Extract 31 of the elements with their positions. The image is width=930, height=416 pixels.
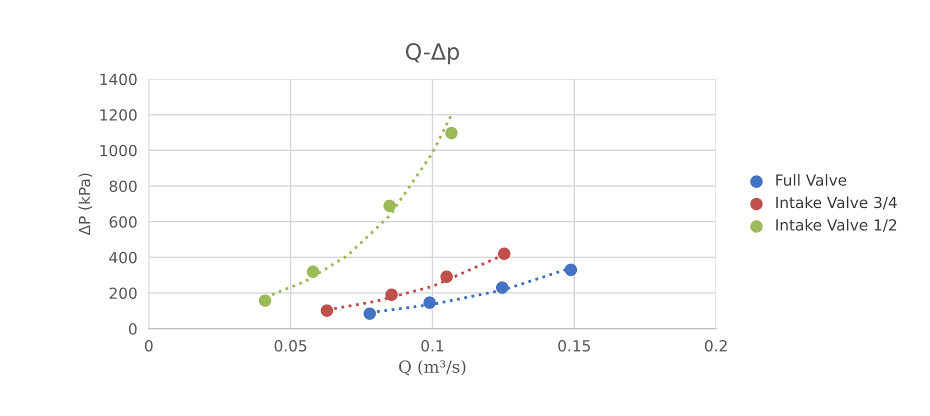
legend-label: Full Valve <box>776 174 846 186</box>
point <box>385 288 398 301</box>
point <box>498 248 510 260</box>
x-tick-label: 0.1 <box>421 340 444 352</box>
chart-title: Q-Δp <box>406 43 459 64</box>
y-tick-label: 600 <box>110 216 137 228</box>
point <box>258 294 272 307</box>
legend-label: Intake Valve 1/2 <box>776 218 896 232</box>
x-tick-label: 0.2 <box>704 340 727 352</box>
point <box>423 296 436 309</box>
x-axis-title: Q (m³/s) <box>399 360 466 376</box>
point <box>564 264 578 276</box>
point <box>364 307 376 320</box>
point <box>320 304 334 317</box>
y-tick-label: 200 <box>110 287 137 300</box>
y-tick-label: 0 <box>128 323 137 335</box>
point <box>445 126 458 140</box>
y-axis-title: ΔP (kPa) <box>78 174 92 236</box>
point <box>440 270 453 283</box>
point <box>383 200 396 212</box>
x-tick-label: 0 <box>144 340 153 352</box>
y-tick-label: 400 <box>109 252 137 264</box>
x-tick-label: 0.05 <box>274 340 306 352</box>
y-tick-label: 1400 <box>100 74 137 86</box>
y-tick-label: 800 <box>110 180 137 192</box>
legend-label: Intake Valve 3/4 <box>776 196 897 210</box>
y-tick-label: 1200 <box>100 109 137 121</box>
point <box>306 266 320 278</box>
y-tick-label: 1000 <box>100 144 137 156</box>
x-tick-label: 0.15 <box>558 340 590 352</box>
point <box>496 281 508 294</box>
